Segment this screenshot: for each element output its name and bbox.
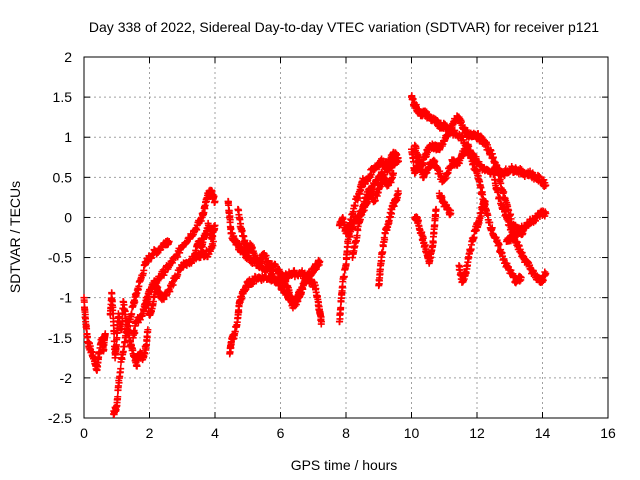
data-point — [431, 157, 439, 165]
data-point — [351, 201, 359, 209]
data-point — [226, 216, 234, 224]
x-tick-label: 0 — [80, 425, 88, 441]
data-point — [432, 205, 440, 213]
data-point — [517, 274, 525, 282]
data-point — [470, 233, 478, 241]
data-point — [101, 330, 109, 338]
x-tick-label: 2 — [146, 425, 154, 441]
data-point — [417, 162, 425, 170]
data-point — [211, 221, 219, 229]
y-tick-label: 1 — [64, 129, 72, 145]
y-tick-label: 2 — [64, 49, 72, 65]
x-tick-label: 4 — [211, 425, 219, 441]
data-point — [495, 241, 503, 249]
data-point — [371, 197, 379, 205]
y-tick-labels: -2.5 -2 -1.5 -1 -0.5 0 0.5 1 1.5 2 — [48, 49, 72, 426]
grid-lines — [84, 57, 608, 418]
x-tick-label: 8 — [342, 425, 350, 441]
data-point — [471, 160, 479, 168]
chart-title: Day 338 of 2022, Sidereal Day-to-day VTE… — [89, 19, 599, 35]
data-point — [121, 307, 129, 315]
data-point — [464, 144, 472, 152]
data-point — [109, 303, 117, 311]
x-tick-labels: 0 2 4 6 8 10 12 14 16 — [80, 425, 616, 441]
x-tick-label: 14 — [535, 425, 551, 441]
data-point — [389, 169, 397, 177]
y-axis-label: SDTVAR / TECUs — [7, 181, 23, 293]
x-tick-label: 6 — [277, 425, 285, 441]
y-tick-label: -2.5 — [48, 410, 72, 426]
data-point — [262, 252, 270, 260]
data-point — [296, 286, 304, 294]
data-point — [117, 365, 125, 373]
data-point — [378, 257, 386, 265]
x-axis-label: GPS time / hours — [291, 457, 398, 473]
data-point — [114, 393, 122, 401]
data-point — [128, 310, 136, 318]
data-point — [316, 258, 324, 266]
data-point — [367, 171, 375, 179]
y-tick-label: 0.5 — [53, 169, 73, 185]
data-point — [542, 209, 550, 217]
data-point — [131, 329, 139, 337]
data-point — [337, 304, 345, 312]
y-tick-label: -1 — [60, 290, 73, 306]
data-points — [80, 92, 550, 418]
data-point — [381, 236, 389, 244]
y-tick-label: -2 — [60, 370, 73, 386]
data-point — [394, 189, 402, 197]
data-point — [340, 273, 348, 281]
data-point — [447, 209, 455, 217]
y-tick-label: -0.5 — [48, 250, 72, 266]
x-tick-label: 10 — [404, 425, 420, 441]
data-point — [169, 281, 177, 289]
data-point — [174, 253, 182, 261]
data-point — [384, 162, 392, 170]
x-tick-label: 12 — [469, 425, 485, 441]
data-point — [192, 248, 200, 256]
data-point — [166, 288, 174, 296]
y-tick-label: 1.5 — [53, 89, 73, 105]
data-point — [394, 157, 402, 165]
data-point — [279, 282, 287, 290]
data-point — [481, 197, 489, 205]
y-tick-label: -1.5 — [48, 330, 72, 346]
data-point — [165, 238, 173, 246]
y-tick-label: 0 — [64, 209, 72, 225]
x-tick-label: 16 — [600, 425, 616, 441]
data-point — [494, 188, 502, 196]
data-point — [542, 181, 550, 189]
data-point — [542, 270, 550, 278]
data-point — [211, 197, 219, 205]
data-point — [144, 326, 152, 334]
data-point — [210, 192, 218, 200]
data-point — [108, 290, 116, 298]
data-point — [317, 318, 325, 326]
